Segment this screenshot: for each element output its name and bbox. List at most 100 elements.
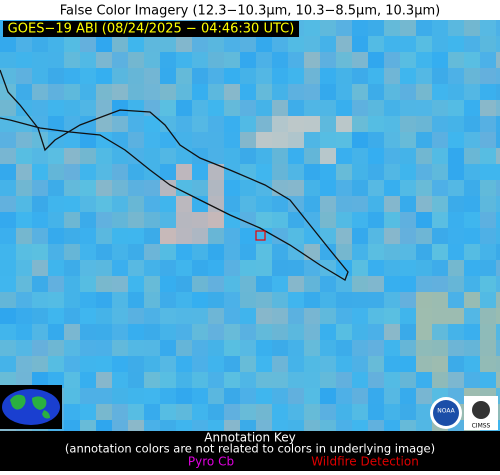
image-tile [400, 36, 416, 52]
image-tile [256, 356, 272, 372]
image-tile [144, 404, 160, 420]
image-tile [208, 100, 224, 116]
image-tile [240, 340, 256, 356]
image-tile [448, 324, 464, 340]
image-tile [448, 68, 464, 84]
image-tile [224, 372, 240, 388]
image-tile [176, 388, 192, 404]
image-tile [416, 308, 432, 324]
image-tile [416, 244, 432, 260]
image-tile [448, 132, 464, 148]
image-tile [272, 148, 288, 164]
image-tile [96, 228, 112, 244]
image-tile [224, 388, 240, 404]
image-tile [320, 180, 336, 196]
image-tile [160, 372, 176, 388]
image-tile [208, 196, 224, 212]
image-tile [16, 148, 32, 164]
image-tile [112, 404, 128, 420]
image-tile [64, 356, 80, 372]
title-bar [0, 0, 500, 20]
image-tile [96, 340, 112, 356]
image-tile [480, 260, 496, 276]
image-tile [336, 388, 352, 404]
image-tile [448, 52, 464, 68]
image-tile [480, 244, 496, 260]
image-tile [96, 164, 112, 180]
image-tile [448, 244, 464, 260]
image-tile [16, 356, 32, 372]
image-tile [192, 52, 208, 68]
image-tile [112, 36, 128, 52]
image-tile [320, 276, 336, 292]
image-tile [240, 388, 256, 404]
image-tile [240, 308, 256, 324]
image-tile [224, 228, 240, 244]
image-tile [112, 212, 128, 228]
image-tile [272, 84, 288, 100]
image-tile [16, 308, 32, 324]
image-tile [80, 148, 96, 164]
image-tile [192, 36, 208, 52]
image-tile [224, 116, 240, 132]
image-tile [32, 164, 48, 180]
image-tile [112, 84, 128, 100]
image-tile [384, 100, 400, 116]
image-tile [112, 100, 128, 116]
image-tile [480, 52, 496, 68]
image-tile [176, 276, 192, 292]
image-tile [256, 340, 272, 356]
image-tile [128, 420, 144, 431]
image-tile [64, 100, 80, 116]
image-tile [384, 292, 400, 308]
image-tile [224, 212, 240, 228]
image-tile [176, 180, 192, 196]
image-tile [176, 68, 192, 84]
image-tile [32, 196, 48, 212]
image-tile [288, 148, 304, 164]
image-tile [256, 260, 272, 276]
image-tile [144, 68, 160, 84]
image-tile [80, 388, 96, 404]
image-tile [32, 260, 48, 276]
image-tile [48, 100, 64, 116]
image-tile [16, 212, 32, 228]
image-tile [144, 196, 160, 212]
image-tile [432, 52, 448, 68]
image-tile [272, 372, 288, 388]
image-tile [368, 420, 384, 431]
image-tile [352, 244, 368, 260]
image-tile [208, 324, 224, 340]
image-tile [432, 212, 448, 228]
image-tile [96, 148, 112, 164]
image-tile [352, 212, 368, 228]
image-tile [304, 372, 320, 388]
image-tile [208, 68, 224, 84]
image-tile [160, 196, 176, 212]
image-tile [64, 228, 80, 244]
image-tile [176, 340, 192, 356]
image-tile [80, 356, 96, 372]
image-tile [96, 36, 112, 52]
image-tile [496, 36, 500, 52]
image-tile [208, 52, 224, 68]
image-tile [160, 148, 176, 164]
image-tile [288, 196, 304, 212]
image-tile [352, 308, 368, 324]
image-tile [480, 68, 496, 84]
image-tile [288, 356, 304, 372]
image-tile [64, 132, 80, 148]
image-tile [272, 404, 288, 420]
image-tile [304, 84, 320, 100]
image-tile [48, 244, 64, 260]
image-tile [16, 228, 32, 244]
image-tile [208, 116, 224, 132]
image-tile [48, 196, 64, 212]
image-tile [0, 36, 16, 52]
image-tile [448, 308, 464, 324]
image-tile [128, 292, 144, 308]
image-tile [384, 116, 400, 132]
image-tile [192, 116, 208, 132]
image-tile [368, 116, 384, 132]
image-tile [224, 52, 240, 68]
